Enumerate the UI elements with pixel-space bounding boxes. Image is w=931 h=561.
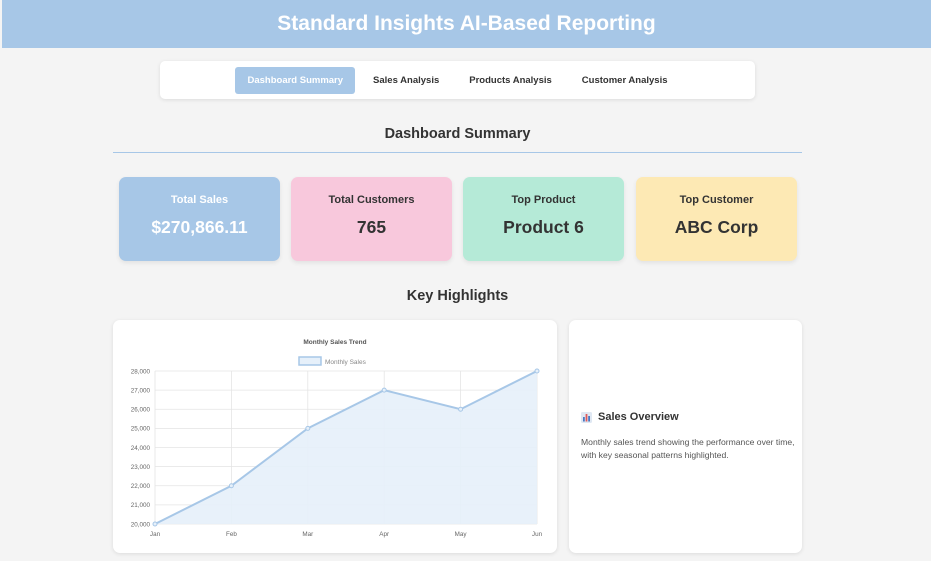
y-tick-label: 28,000 [131,368,151,375]
tab-customer-analysis[interactable]: Customer Analysis [581,74,668,86]
x-tick-label: Jan [150,531,161,538]
tab-products-analysis[interactable]: Products Analysis [469,74,552,86]
data-point[interactable] [534,368,540,374]
dashboard-summary-title: Dashboard Summary [384,126,531,142]
x-tick-label: Feb [226,531,237,538]
y-tick-label: 22,000 [131,483,151,490]
series-area [155,371,537,524]
sales-overview-description: Monthly sales trend showing the performa… [581,437,795,460]
sales-overview-heading: Sales Overview [581,411,679,423]
top-product-card: Top Product Product 6 [463,177,624,261]
card-label: Total Sales [170,194,229,206]
y-tick-label: 24,000 [131,445,151,452]
card-label: Top Product [511,194,576,206]
legend-swatch[interactable] [298,356,322,366]
nav-bar: Dashboard Summary Sales Analysis Product… [160,61,755,99]
data-point[interactable] [305,425,311,431]
monthly-sales-chart: Monthly Sales Trend Monthly Sales 20,000… [131,339,543,538]
chart-panel: Monthly Sales Trend Monthly Sales 20,000… [113,320,557,553]
total-customers-card: Total Customers 765 [291,177,452,261]
y-tick-label: 23,000 [131,464,151,471]
y-tick-label: 27,000 [131,387,151,394]
x-tick-label: Apr [379,531,389,538]
card-label: Total Customers [328,194,415,206]
top-customer-card: Top Customer ABC Corp [636,177,797,261]
series-group [152,368,540,527]
sales-overview-title: Sales Overview [598,411,679,423]
y-tick-label: 20,000 [131,521,151,528]
tab-dashboard-summary[interactable]: Dashboard Summary [235,66,356,94]
card-value: 765 [356,217,387,237]
data-point[interactable] [228,483,234,489]
card-value: ABC Corp [674,217,759,237]
tab-sales-analysis[interactable]: Sales Analysis [373,74,440,86]
card-value: $270,866.11 [151,217,248,237]
y-tick-label: 25,000 [131,426,151,433]
total-sales-card: Total Sales $270,866.11 [119,177,280,261]
title-divider [113,152,802,153]
y-axis-ticks: 20,000 21,000 22,000 23,000 24,000 25,000 26,0… [131,368,151,528]
key-highlights-title: Key Highlights [406,288,509,304]
bar-chart-icon [581,411,592,423]
card-value: Product 6 [503,217,584,237]
data-point[interactable] [152,521,158,527]
data-point[interactable] [458,406,464,412]
x-axis-ticks: Jan Feb Mar Apr May Jun [150,531,543,538]
x-tick-label: May [455,531,468,538]
legend-label[interactable]: Monthly Sales [325,359,367,366]
y-tick-label: 26,000 [131,407,151,414]
card-label: Top Customer [679,194,754,206]
chart-title: Monthly Sales Trend [303,339,366,346]
x-tick-label: Mar [302,531,313,538]
sales-overview-panel: Sales Overview Monthly sales trend showi… [569,320,802,553]
app-title: Standard Insights AI-Based Reporting [277,12,656,35]
y-tick-label: 21,000 [131,502,151,509]
series-line [154,370,538,525]
data-point[interactable] [381,387,387,393]
x-tick-label: Jun [532,531,543,538]
app-header: Standard Insights AI-Based Reporting [2,0,931,48]
